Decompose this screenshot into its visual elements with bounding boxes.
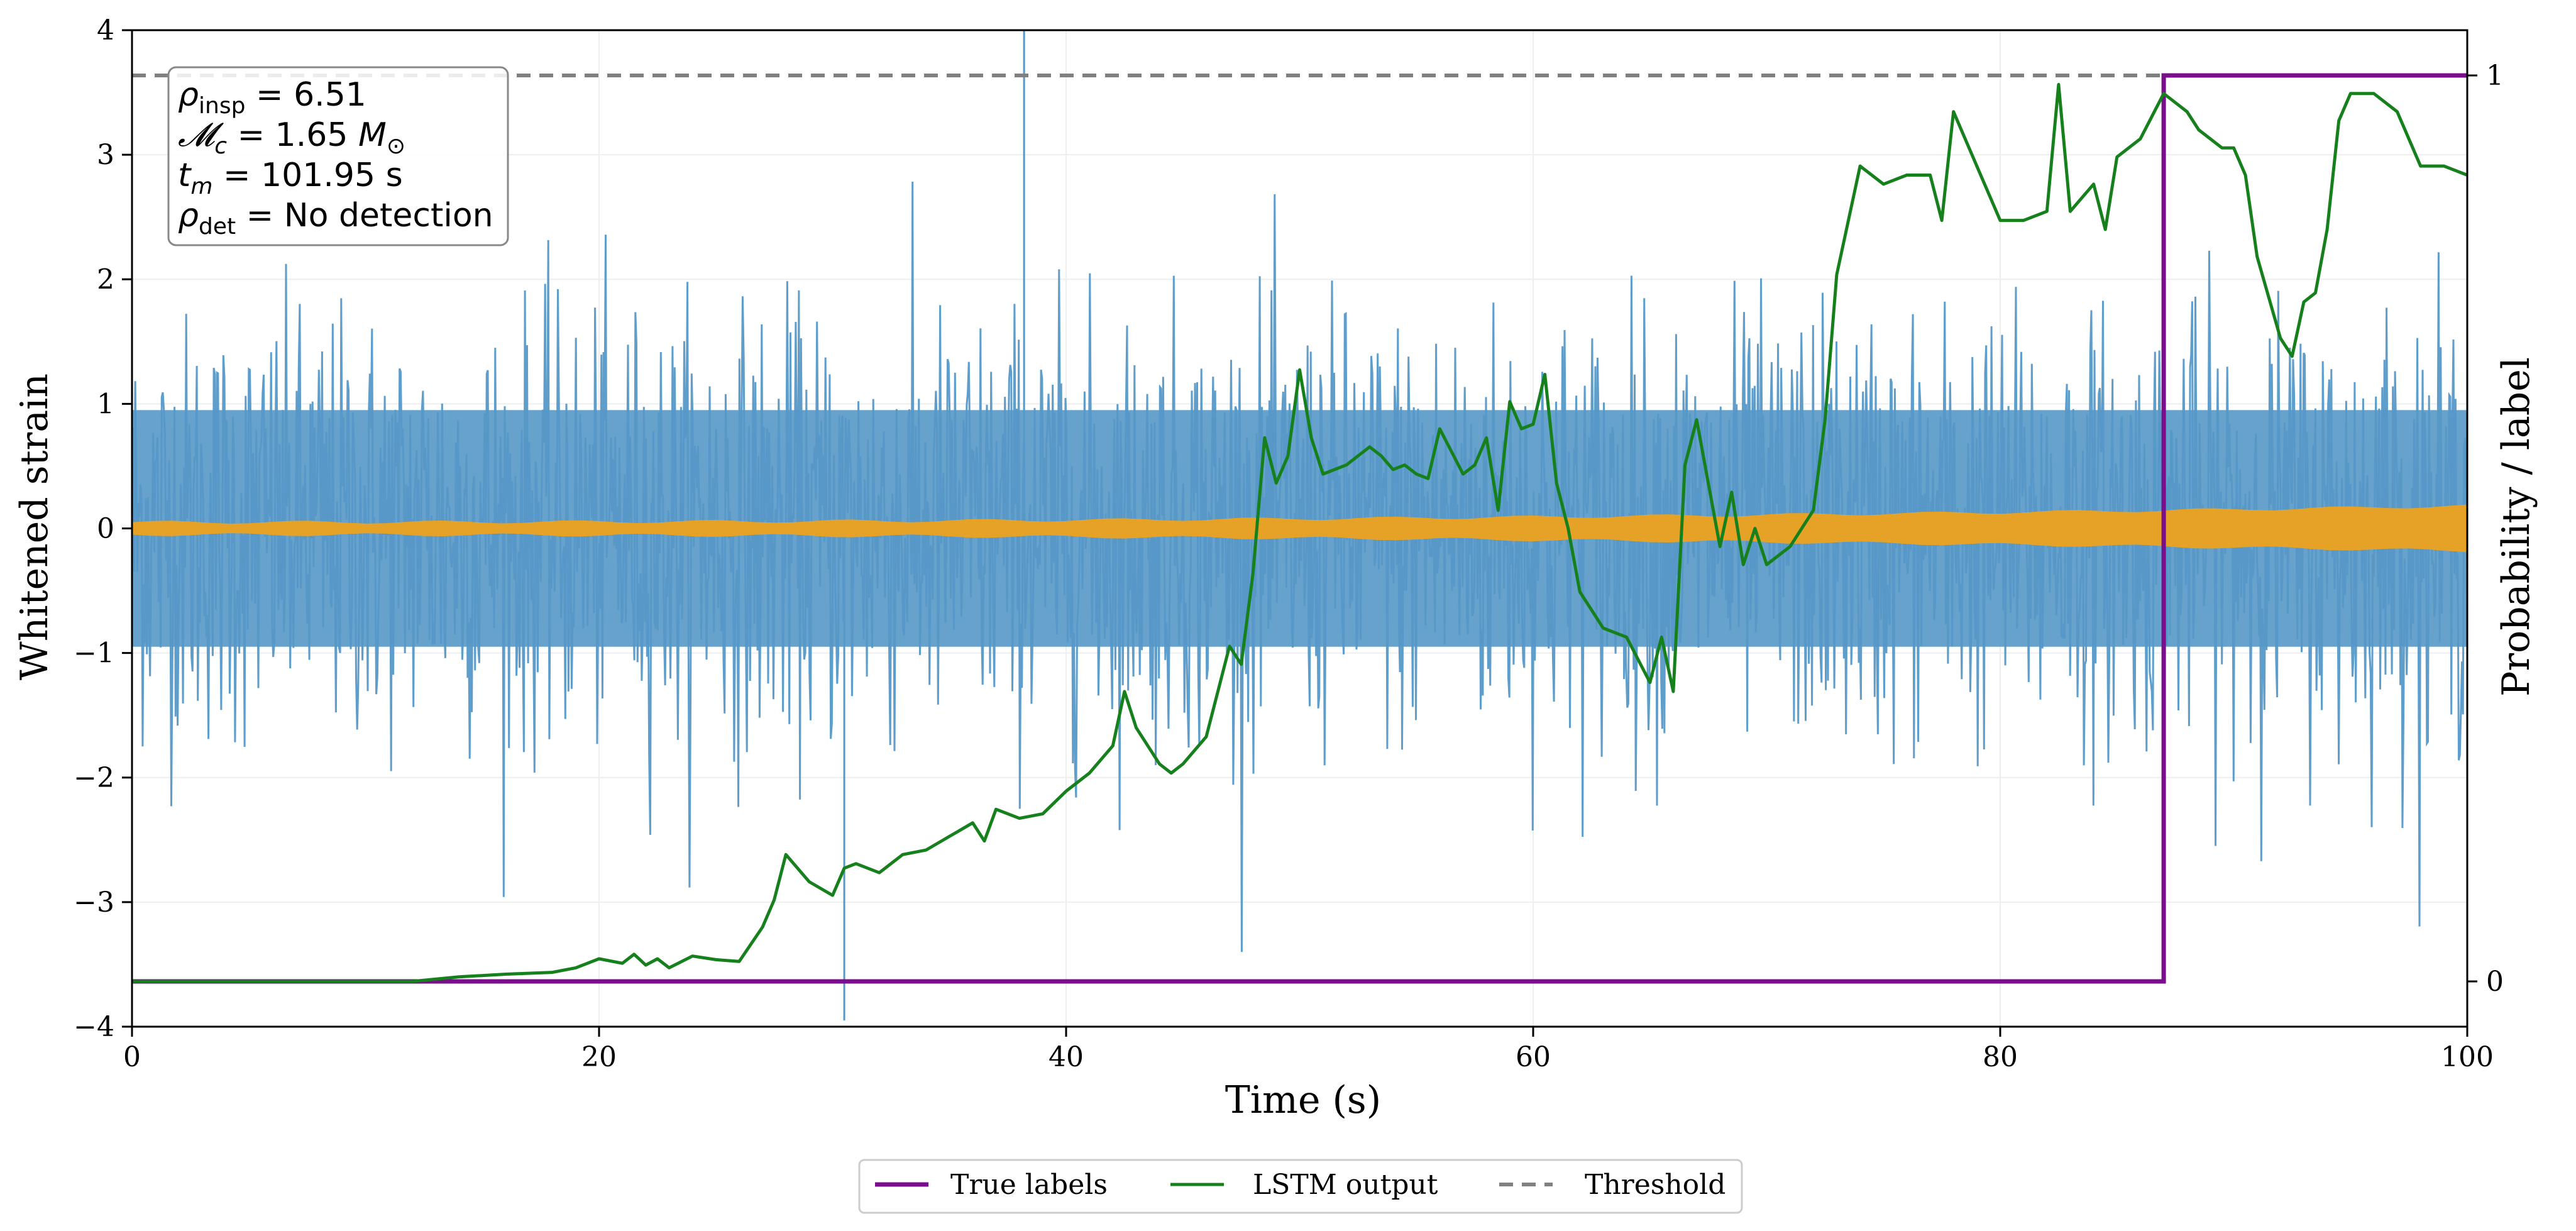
y-tick-label-left: −4 (74, 1011, 114, 1043)
y-tick-label-right: 1 (2486, 60, 2504, 92)
legend-label-threshold: Threshold (1585, 1169, 1726, 1201)
info-chirp-mass: 𝓜c = 1.65 M⊙ (178, 116, 405, 159)
info-rho-insp: ρinsp = 6.51 (178, 76, 366, 119)
y-tick-label-left: 4 (97, 14, 114, 47)
x-tick-label: 20 (581, 1041, 617, 1073)
y-axis-left-label: Whitened strain (13, 373, 57, 680)
legend-label-lstm-output: LSTM output (1253, 1169, 1438, 1201)
x-tick-label: 0 (123, 1041, 141, 1073)
y-tick-label-left: −2 (74, 762, 114, 794)
y-axis-left: −4 −3 −2 −1 0 1 2 3 4 (74, 14, 132, 1043)
x-tick-label: 80 (1983, 1041, 2018, 1073)
signal-band (132, 504, 2467, 553)
y-tick-label-right: 0 (2486, 966, 2504, 998)
true-labels-line (132, 73, 2467, 984)
y-tick-label-left: 3 (97, 139, 114, 171)
y-tick-label-left: −1 (74, 638, 114, 670)
x-tick-label: 60 (1516, 1041, 1551, 1073)
info-box: ρinsp = 6.51 𝓜c = 1.65 M⊙ tm = 101.95 s … (167, 66, 509, 246)
x-axis-label: Time (s) (1225, 1078, 1381, 1122)
info-rho-det: ρdet = No detection (178, 197, 493, 240)
info-merger-time: tm = 101.95 s (178, 157, 403, 199)
legend-label-true-labels: True labels (950, 1169, 1108, 1201)
injected-signal-series (132, 504, 2467, 553)
lstm-output-line (132, 82, 2468, 983)
legend: True labels LSTM output Threshold (858, 1159, 1743, 1214)
y-axis-right: 01 (2467, 60, 2504, 998)
y-axis-right-label: Probability / label (2494, 357, 2538, 697)
y-tick-label-left: −3 (74, 886, 114, 919)
y-tick-label-left: 2 (97, 263, 114, 295)
y-tick-label-left: 1 (97, 388, 114, 420)
x-tick-label: 40 (1049, 1041, 1084, 1073)
x-tick-label: 100 (2441, 1041, 2494, 1073)
x-axis: 0 20 40 60 80 100 (123, 1027, 2494, 1073)
y-tick-label-left: 0 (97, 513, 114, 545)
